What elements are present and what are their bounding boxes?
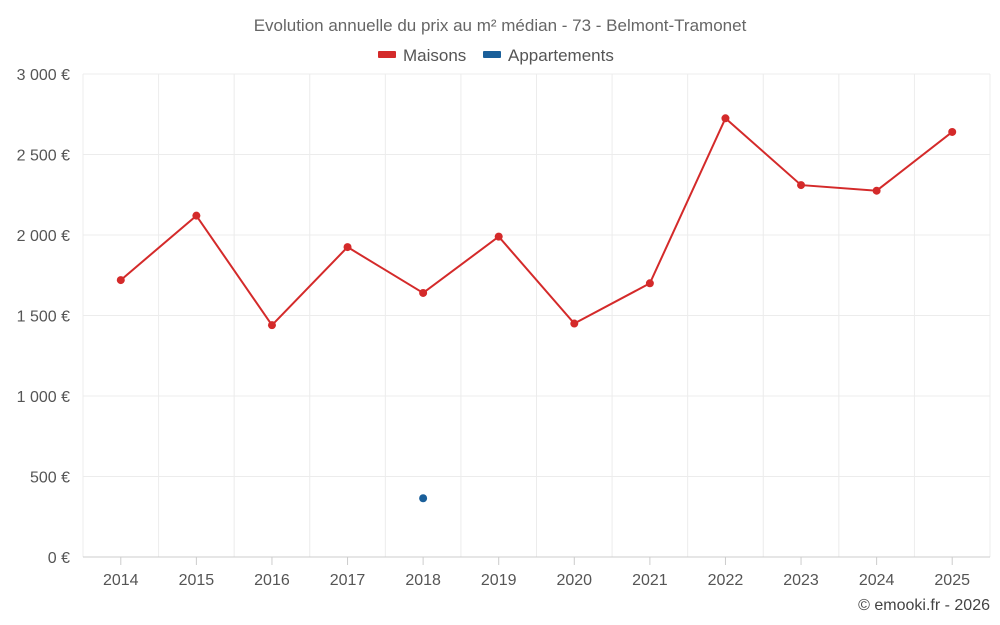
x-tick-label: 2021	[632, 572, 668, 589]
data-point-maisons-2017[interactable]	[343, 243, 352, 252]
legend-swatch-maisons	[378, 51, 396, 58]
x-tick-label: 2016	[254, 572, 290, 589]
data-point-maisons-2018[interactable]	[419, 288, 428, 297]
x-tick-label: 2019	[481, 572, 517, 589]
legend: Maisons Appartements	[378, 46, 614, 65]
data-point-maisons-2019[interactable]	[494, 232, 503, 241]
credit-text: © emooki.fr - 2026	[858, 597, 990, 614]
data-point-maisons-2016[interactable]	[267, 321, 276, 330]
data-point-maisons-2025[interactable]	[948, 127, 957, 136]
y-tick-label: 2 000 €	[17, 228, 70, 245]
data-point-maisons-2023[interactable]	[797, 181, 806, 190]
y-tick-label: 0 €	[48, 550, 70, 567]
x-tick-label: 2022	[708, 572, 744, 589]
legend-label-maisons[interactable]: Maisons	[403, 46, 466, 65]
x-tick-label: 2020	[556, 572, 592, 589]
grid	[82, 73, 991, 558]
chart-title: Evolution annuelle du prix au m² médian …	[254, 16, 747, 35]
data-point-maisons-2021[interactable]	[645, 279, 654, 288]
x-tick-label: 2025	[934, 572, 970, 589]
data-point-appartements-2018[interactable]	[419, 494, 428, 503]
series-line-maisons	[120, 116, 953, 327]
x-tick-label: 2018	[405, 572, 441, 589]
legend-label-appartements[interactable]: Appartements	[508, 46, 614, 65]
data-point-maisons-2022[interactable]	[721, 114, 730, 123]
x-tick-label: 2023	[783, 572, 819, 589]
y-tick-label: 500 €	[30, 470, 70, 487]
x-tick-label: 2015	[179, 572, 215, 589]
data-point-maisons-2020[interactable]	[570, 319, 579, 328]
x-tick-label: 2014	[103, 572, 139, 589]
x-tick-label: 2017	[330, 572, 366, 589]
legend-swatch-appartements	[483, 51, 501, 58]
data-point-maisons-2024[interactable]	[872, 186, 881, 195]
data-point-maisons-2014[interactable]	[116, 276, 125, 285]
y-tick-label: 2 500 €	[17, 148, 70, 165]
y-tick-label: 1 500 €	[17, 309, 70, 326]
x-tick-label: 2024	[859, 572, 895, 589]
y-axis: 0 € 500 € 1 000 € 1 500 € 2 000 € 2 500 € 3 00…	[17, 67, 70, 567]
data-point-maisons-2015[interactable]	[192, 211, 201, 220]
y-tick-label: 3 000 €	[17, 67, 70, 84]
y-tick-label: 1 000 €	[17, 389, 70, 406]
x-axis: 2014 2015 2016 2017 2018 2019 2020 2021 2022 2023…	[83, 556, 990, 589]
series-layer	[116, 114, 957, 503]
